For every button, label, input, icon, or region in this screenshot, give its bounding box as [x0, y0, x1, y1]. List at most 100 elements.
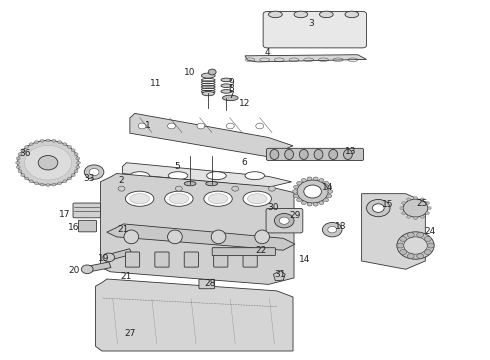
Ellipse shape: [319, 11, 333, 18]
Circle shape: [322, 222, 342, 237]
Circle shape: [319, 179, 324, 182]
Ellipse shape: [130, 194, 149, 204]
Circle shape: [40, 183, 44, 186]
Circle shape: [397, 232, 434, 259]
Circle shape: [18, 153, 22, 156]
FancyBboxPatch shape: [155, 252, 169, 267]
Circle shape: [328, 190, 333, 193]
Text: 6: 6: [241, 158, 247, 167]
Circle shape: [402, 202, 406, 204]
Ellipse shape: [269, 11, 282, 18]
Text: 28: 28: [204, 279, 216, 288]
Circle shape: [76, 166, 80, 168]
FancyBboxPatch shape: [212, 248, 275, 256]
Text: 15: 15: [382, 200, 394, 209]
Text: 17: 17: [59, 210, 71, 219]
Circle shape: [34, 141, 38, 144]
FancyBboxPatch shape: [263, 12, 367, 48]
Text: 30: 30: [268, 202, 279, 212]
Text: 10: 10: [184, 68, 196, 77]
Circle shape: [76, 157, 80, 160]
Circle shape: [301, 179, 306, 182]
Circle shape: [16, 157, 20, 160]
Circle shape: [29, 180, 33, 183]
Circle shape: [46, 139, 50, 142]
Ellipse shape: [285, 149, 294, 159]
Circle shape: [294, 185, 298, 189]
Circle shape: [38, 156, 58, 170]
Ellipse shape: [222, 95, 238, 101]
Circle shape: [402, 212, 406, 215]
Polygon shape: [273, 271, 285, 281]
Circle shape: [16, 166, 20, 168]
Circle shape: [24, 145, 72, 180]
Ellipse shape: [299, 149, 308, 159]
Polygon shape: [130, 113, 293, 157]
Text: 1: 1: [145, 121, 151, 130]
Circle shape: [232, 186, 239, 191]
Circle shape: [68, 177, 72, 180]
Text: 5: 5: [174, 162, 180, 171]
FancyBboxPatch shape: [267, 148, 364, 161]
Circle shape: [279, 217, 289, 224]
Circle shape: [81, 265, 93, 274]
Circle shape: [417, 233, 424, 238]
Polygon shape: [83, 262, 111, 273]
Ellipse shape: [124, 230, 139, 244]
Text: 21: 21: [121, 272, 132, 281]
Text: 14: 14: [321, 183, 333, 192]
Circle shape: [307, 177, 312, 181]
Ellipse shape: [255, 230, 270, 244]
Circle shape: [256, 123, 264, 129]
Circle shape: [34, 182, 38, 185]
Circle shape: [324, 198, 329, 202]
Text: 3: 3: [308, 19, 314, 28]
Circle shape: [72, 174, 75, 176]
Circle shape: [226, 123, 234, 129]
Circle shape: [400, 237, 407, 242]
Ellipse shape: [270, 149, 279, 159]
Text: 27: 27: [124, 328, 136, 338]
Ellipse shape: [247, 194, 267, 204]
Polygon shape: [100, 174, 294, 284]
Circle shape: [297, 180, 328, 203]
Circle shape: [427, 207, 431, 210]
Text: 4: 4: [264, 48, 270, 57]
Circle shape: [74, 153, 78, 156]
Circle shape: [372, 204, 384, 212]
FancyBboxPatch shape: [266, 208, 303, 233]
Polygon shape: [362, 194, 425, 269]
Circle shape: [407, 215, 411, 218]
FancyBboxPatch shape: [184, 252, 198, 267]
Ellipse shape: [329, 149, 338, 159]
Ellipse shape: [202, 91, 215, 96]
Circle shape: [63, 180, 67, 183]
Circle shape: [74, 170, 78, 173]
Ellipse shape: [206, 181, 218, 186]
FancyBboxPatch shape: [73, 203, 100, 218]
Circle shape: [301, 201, 306, 204]
Ellipse shape: [207, 172, 226, 180]
Circle shape: [208, 69, 216, 75]
Circle shape: [400, 207, 404, 210]
Ellipse shape: [168, 230, 182, 244]
Ellipse shape: [221, 90, 232, 93]
Text: 33: 33: [83, 175, 95, 184]
Circle shape: [324, 181, 329, 185]
Circle shape: [313, 177, 318, 181]
Circle shape: [427, 243, 434, 248]
Circle shape: [269, 186, 275, 191]
Circle shape: [425, 212, 429, 215]
Text: 31: 31: [274, 270, 286, 279]
Text: 7: 7: [228, 91, 234, 100]
Ellipse shape: [208, 194, 228, 204]
Circle shape: [175, 186, 182, 191]
Text: 19: 19: [98, 254, 110, 263]
Text: 2: 2: [119, 176, 124, 185]
Circle shape: [168, 123, 175, 129]
Polygon shape: [96, 279, 293, 351]
Ellipse shape: [243, 191, 271, 206]
Circle shape: [296, 198, 301, 202]
Circle shape: [407, 253, 414, 258]
Circle shape: [72, 149, 75, 152]
